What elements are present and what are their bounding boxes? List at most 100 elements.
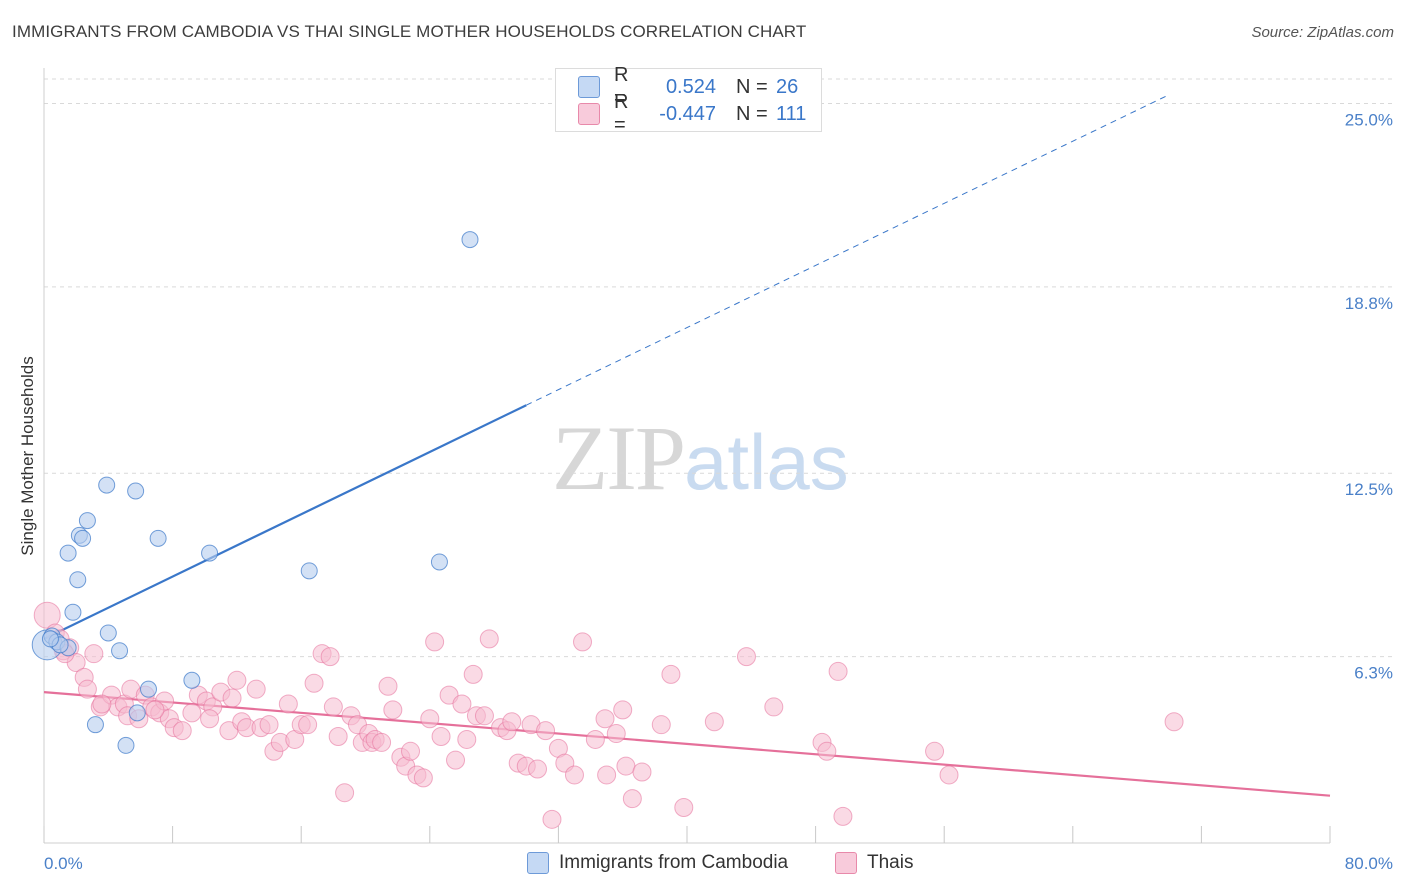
thais-points [33,601,1184,829]
thais-point [446,750,466,770]
legend-row-thais: R = -0.447 N = 111 [578,91,807,136]
x-tick-label: 0.0% [44,854,83,873]
thais-point [304,673,324,693]
legend-r-label: R = [614,64,629,109]
cambodia-point [69,571,87,589]
cambodia-point [300,562,318,580]
thais-point [595,709,615,729]
cambodia-point [149,529,167,547]
thais-point [597,765,617,785]
thais-point [479,629,499,649]
cambodia-point [78,512,96,530]
thais-point [401,741,421,761]
thais-point [92,694,112,714]
thais-point [674,798,694,818]
cambodia-point [59,544,77,562]
series-swatch-cambodia [527,852,549,874]
thais-point [328,727,348,747]
thais-point [939,765,959,785]
watermark: ZIPatlas [552,405,849,511]
correlation-legend: R = 0.524 N = 26 R = -0.447 N = 111 [555,64,822,136]
thais-point [172,721,192,741]
cambodia-point [98,476,116,494]
cambodia-point [461,231,479,249]
thais-point [833,806,853,826]
y-tick-label: 12.5% [1345,480,1393,499]
thais-trend-line [43,691,1331,797]
cambodia-point [64,603,82,621]
legend-row-cambodia: R = 0.524 N = 26 [578,64,798,109]
series-legend: Immigrants from Cambodia Thais [0,852,1406,878]
legend-swatch-cambodia [578,76,600,98]
cambodia-point [430,553,448,571]
thais-point [536,721,556,741]
thais-point [378,676,398,696]
thais-point [278,694,298,714]
legend-n-label: N = [736,75,768,98]
thais-point [383,700,403,720]
watermark-atlas: atlas [684,418,849,506]
thais-point [77,679,97,699]
thais-point [704,712,724,732]
legend-n-label: N = [736,102,768,125]
series-label-cambodia: Immigrants from Cambodia [559,852,789,873]
cambodia-point [117,736,135,754]
x-tick-label: 80.0% [1345,854,1393,873]
cambodia-point [127,482,145,500]
thais-point [145,700,165,720]
thais-point [227,670,247,690]
legend-swatch-thais [578,103,600,125]
cambodia-point [111,642,129,660]
cambodia-point [183,671,201,689]
cambodia-point [99,624,117,642]
thais-point [372,732,392,752]
series-swatch-thais [835,852,857,874]
cambodia-point [128,704,146,722]
y-tick-label: 25.0% [1345,110,1393,129]
cambodia-trend-line [43,404,527,640]
thais-point [259,715,279,735]
thais-point [828,661,848,681]
legend-r-label: R = [614,91,629,136]
legend-r-value: -0.447 [659,102,716,125]
tick-labels: 6.3% 12.5% 18.8% 25.0% 0.0% 80.0% [44,110,1393,873]
y-axis-label: Single Mother Households [18,356,37,556]
cambodia-trend-extension [526,94,1170,406]
thais-point [222,688,242,708]
thais-point [298,715,318,735]
thais-point [463,664,483,684]
axis-layer [43,68,1331,844]
thais-point [573,632,593,652]
thais-point [182,703,202,723]
thais-point [431,727,451,747]
cambodia-point [41,630,59,648]
thais-point [320,647,340,667]
series-legend-item-cambodia[interactable]: Immigrants from Cambodia [527,852,788,874]
cambodia-point [74,529,92,547]
thais-point [622,789,642,809]
trend-layer [43,94,1331,797]
thais-point [323,697,343,717]
y-tick-label: 18.8% [1345,294,1393,313]
thais-point [606,724,626,744]
chart-source: Source: ZipAtlas.com [1251,24,1394,41]
thais-point [425,632,445,652]
thais-point [817,741,837,761]
grid-layer [44,78,1392,658]
thais-point [764,697,784,717]
thais-point [452,694,472,714]
thais-point [413,768,433,788]
thais-point [651,715,671,735]
legend-r-value: 0.524 [665,75,716,98]
legend-n-value: 111 [776,102,807,125]
thais-point [613,700,633,720]
cambodia-point [139,680,157,698]
thais-point [457,729,477,749]
y-tick-label: 6.3% [1354,664,1393,683]
thais-point [528,759,548,779]
series-legend-item-thais[interactable]: Thais [835,852,913,874]
thais-point [474,706,494,726]
thais-point [335,783,355,803]
cambodia-point [86,716,104,734]
